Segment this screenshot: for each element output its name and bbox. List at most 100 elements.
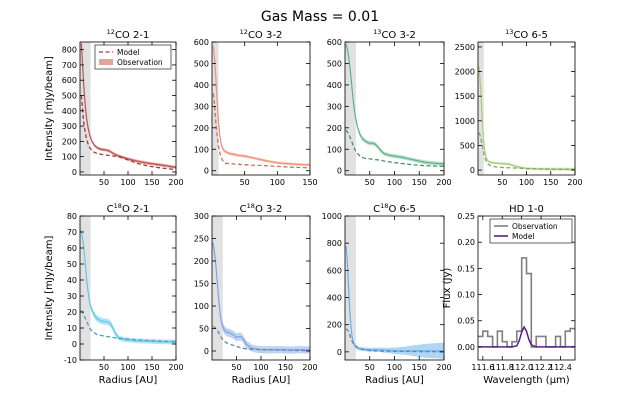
panel-title: 12CO 2-1: [107, 28, 150, 41]
y-tick-label: 400: [194, 81, 209, 90]
y-tick-label: 1000: [455, 117, 475, 126]
plot-area: [80, 216, 176, 360]
y-tick-label: 300: [327, 102, 342, 111]
x-tick-label: 150: [302, 178, 317, 187]
x-axis-label: Radius [AU]: [365, 375, 424, 386]
x-axis-label: Wavelength (μm): [483, 375, 570, 386]
legend-label: Model: [512, 232, 535, 241]
y-tick-label: 500: [460, 141, 475, 150]
axes-frame: [477, 215, 576, 361]
observation-band: [346, 42, 444, 166]
y-tick-label: 200: [194, 257, 209, 266]
x-tick-label: 50: [365, 178, 375, 187]
x-tick-label: 200: [436, 178, 451, 187]
model-line: [345, 129, 444, 168]
y-tick-label: 10: [67, 324, 77, 333]
y-tick-label: 100: [194, 302, 209, 311]
x-tick-label: 200: [168, 178, 183, 187]
y-axis-label: Intensity [mJy/beam]: [44, 235, 55, 340]
y-tick-label: 600: [327, 266, 342, 275]
observation-line: [345, 43, 444, 165]
y-tick-label: 0: [204, 167, 209, 176]
y-tick-label: 500: [194, 59, 209, 68]
x-tick-label: 100: [120, 363, 135, 372]
axes-frame: [211, 41, 311, 176]
x-tick-label: 111.6: [471, 363, 494, 372]
y-tick-label: 400: [62, 107, 77, 116]
model-line: [478, 132, 575, 171]
axes-frame: [477, 41, 576, 176]
y-tick-label: 0.10: [457, 291, 475, 300]
beam-shade: [478, 42, 484, 175]
y-tick-label: 30: [67, 292, 77, 301]
legend-swatch: [99, 59, 113, 65]
chart-panel-6: 50 100 150 200 0 50 100 150 200 250 300 C18O 3-2 Rad…: [194, 202, 318, 386]
observation-band: [479, 63, 575, 171]
x-tick-label: 112.4: [549, 363, 572, 372]
x-tick-label: 100: [253, 363, 268, 372]
y-tick-label: 100: [194, 145, 209, 154]
y-tick-label: 40: [67, 276, 77, 285]
panel-title: 13CO 6-5: [505, 28, 548, 41]
y-tick-label: 200: [62, 137, 77, 146]
legend-label: Observation: [117, 58, 163, 67]
legend-label: Model: [117, 48, 140, 57]
x-tick-label: 50: [365, 363, 375, 372]
axes-frame: [344, 215, 445, 361]
y-tick-label: 0: [337, 348, 342, 357]
y-tick-label: 150: [194, 280, 209, 289]
y-tick-label: 60: [67, 244, 77, 253]
y-tick-label: 500: [62, 92, 77, 101]
y-tick-label: 200: [327, 124, 342, 133]
y-tick-label: 0: [72, 168, 77, 177]
y-tick-label: 0.25: [457, 212, 475, 221]
x-tick-label: 200: [168, 363, 183, 372]
y-tick-label: 800: [327, 239, 342, 248]
x-tick-label: 200: [567, 178, 582, 187]
plot-area: [212, 216, 310, 360]
x-tick-label: 200: [436, 363, 451, 372]
y-axis-label: Flux (Jy): [442, 268, 453, 309]
panels: 50 100 150 200010020030040050060070080012CO…: [44, 28, 583, 386]
y-tick-label: 20: [67, 308, 77, 317]
x-tick-label: 150: [543, 178, 558, 187]
x-tick-label: 50: [497, 178, 507, 187]
y-axis-label: Intensity [mJy/beam]: [44, 56, 55, 161]
x-tick-label: 150: [412, 178, 427, 187]
model-line: [212, 93, 310, 169]
y-tick-label: 70: [67, 228, 77, 237]
x-tick-label: 50: [240, 178, 250, 187]
y-tick-label: 100: [62, 153, 77, 162]
x-tick-label: 200: [302, 363, 317, 372]
x-tick-label: 100: [387, 178, 402, 187]
observation-line: [80, 230, 176, 343]
y-tick-label: 0: [204, 347, 209, 356]
y-tick-label: 0: [72, 340, 77, 349]
panel-title: 12CO 3-2: [240, 28, 283, 41]
y-tick-label: 1500: [455, 92, 475, 101]
plot-area: [478, 42, 575, 175]
y-tick-label: 0.05: [457, 317, 475, 326]
beam-shade: [80, 216, 91, 360]
figure-title: Gas Mass = 0.01: [261, 9, 379, 25]
observation-line: [345, 245, 444, 352]
observation-line: [80, 43, 176, 168]
panel-title: C18O 6-5: [373, 202, 416, 215]
axes-frame: [211, 215, 311, 361]
y-tick-label: 800: [62, 46, 77, 55]
y-tick-label: 300: [194, 102, 209, 111]
observation-band: [346, 241, 444, 359]
chart-panel-2: 50 100 150 0 100 200 300 400 500 600 12CO 3-2: [194, 28, 318, 187]
y-tick-label: 100: [327, 145, 342, 154]
y-tick-label: 600: [62, 76, 77, 85]
y-tick-label: 80: [67, 212, 77, 221]
x-tick-label: 150: [412, 363, 427, 372]
y-tick-label: 0: [470, 166, 475, 175]
model-line: [345, 328, 444, 353]
y-tick-label: 600: [327, 38, 342, 47]
y-tick-label: 500: [327, 59, 342, 68]
y-tick-label: 200: [327, 321, 342, 330]
